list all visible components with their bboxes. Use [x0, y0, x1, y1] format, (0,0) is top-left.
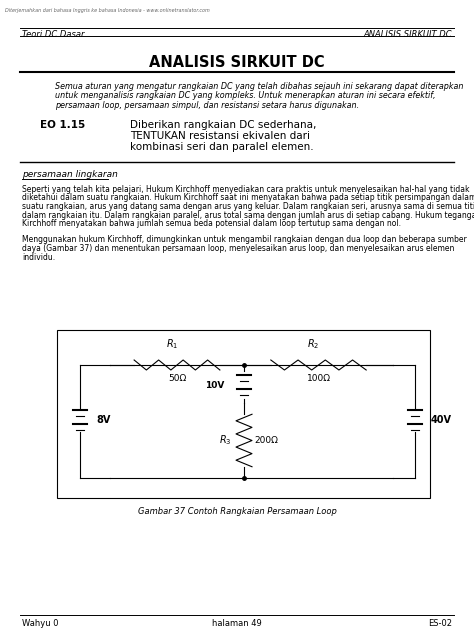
Text: 40V: 40V: [431, 415, 452, 425]
Text: Gambar 37 Contoh Rangkaian Persamaan Loop: Gambar 37 Contoh Rangkaian Persamaan Loo…: [137, 507, 337, 516]
Text: untuk menganalisis rangkaian DC yang kompleks. Untuk menerapkan aturan ini secar: untuk menganalisis rangkaian DC yang kom…: [55, 92, 436, 100]
Text: 200Ω: 200Ω: [254, 436, 278, 445]
Text: $R_1$: $R_1$: [166, 337, 178, 351]
Text: 100Ω: 100Ω: [307, 374, 330, 383]
Text: $R_2$: $R_2$: [307, 337, 319, 351]
Text: suatu rangkaian, arus yang datang sama dengan arus yang keluar. Dalam rangkaian : suatu rangkaian, arus yang datang sama d…: [22, 202, 474, 211]
Text: Teori DC Dasar: Teori DC Dasar: [22, 30, 84, 39]
Text: 50Ω: 50Ω: [168, 374, 186, 383]
Text: Semua aturan yang mengatur rangkaian DC yang telah dibahas sejauh ini sekarang d: Semua aturan yang mengatur rangkaian DC …: [55, 82, 464, 91]
Text: diketahui dalam suatu rangkaian. Hukum Kirchhoff saat ini menyatakan bahwa pada : diketahui dalam suatu rangkaian. Hukum K…: [22, 193, 474, 202]
Text: halaman 49: halaman 49: [212, 619, 262, 628]
Text: kombinasi seri dan paralel elemen.: kombinasi seri dan paralel elemen.: [130, 142, 314, 152]
Text: Wahyu 0: Wahyu 0: [22, 619, 58, 628]
Text: Kirchhoff menyatakan bahwa jumlah semua beda potensial dalam loop tertutup sama : Kirchhoff menyatakan bahwa jumlah semua …: [22, 219, 401, 228]
Text: dalam rangkaian itu. Dalam rangkaian paralel, arus total sama dengan jumlah arus: dalam rangkaian itu. Dalam rangkaian par…: [22, 210, 474, 219]
Text: Seperti yang telah kita pelajari, Hukum Kirchhoff menyediakan cara praktis untuk: Seperti yang telah kita pelajari, Hukum …: [22, 185, 470, 194]
Text: 10V: 10V: [205, 380, 224, 389]
Text: TENTUKAN resistansi ekivalen dari: TENTUKAN resistansi ekivalen dari: [130, 131, 310, 141]
Bar: [57, 330, 430, 498]
Text: Menggunakan hukum Kirchhoff, dimungkinkan untuk mengambil rangkaian dengan dua l: Menggunakan hukum Kirchhoff, dimungkinka…: [22, 236, 467, 245]
Text: daya (Gambar 37) dan menentukan persamaan loop, menyelesaikan arus loop, dan men: daya (Gambar 37) dan menentukan persamaa…: [22, 244, 455, 253]
Text: EO 1.15: EO 1.15: [40, 120, 85, 130]
Text: persamaan lingkaran: persamaan lingkaran: [22, 170, 118, 179]
Text: ANALISIS SIRKUIT DC: ANALISIS SIRKUIT DC: [364, 30, 452, 39]
Text: individu.: individu.: [22, 253, 55, 262]
Text: 8V: 8V: [96, 415, 110, 425]
Text: ES-02: ES-02: [428, 619, 452, 628]
Text: Diberikan rangkaian DC sederhana,: Diberikan rangkaian DC sederhana,: [130, 120, 316, 130]
Text: ANALISIS SIRKUIT DC: ANALISIS SIRKUIT DC: [149, 55, 325, 70]
Text: Diterjemahkan dari bahasa Inggris ke bahasa Indonesia - www.onlinetranslator.com: Diterjemahkan dari bahasa Inggris ke bah…: [5, 8, 210, 13]
Text: $R_3$: $R_3$: [219, 434, 232, 447]
Text: persamaan loop, persamaan simpul, dan resistansi setara harus digunakan.: persamaan loop, persamaan simpul, dan re…: [55, 101, 359, 110]
